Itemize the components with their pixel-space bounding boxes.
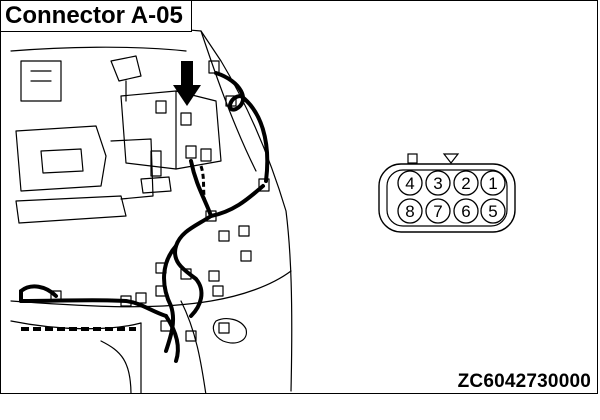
pin-number: 3 <box>433 174 442 193</box>
pin-number: 1 <box>488 174 497 193</box>
pin-cavity <box>453 170 479 196</box>
pin-cavity <box>480 170 506 196</box>
pin-cavity <box>425 170 451 196</box>
connector-face-diagram: 4 3 2 1 8 7 6 5 <box>378 153 516 233</box>
pin-cavity <box>397 170 423 196</box>
figure-code: ZC6042730000 <box>457 371 591 392</box>
pin-number: 4 <box>405 174 414 193</box>
pin-number: 7 <box>433 202 442 221</box>
pin-cavity <box>397 198 423 224</box>
pin-cavity <box>453 198 479 224</box>
pin-number: 2 <box>461 174 470 193</box>
pin-number: 6 <box>461 202 470 221</box>
pin-number: 5 <box>488 202 497 221</box>
lock-tab-icon <box>407 153 418 164</box>
pin-cavity <box>480 198 506 224</box>
guide-triangle-icon <box>442 153 460 164</box>
pin-number: 8 <box>405 202 414 221</box>
diagram-title: Connector A-05 <box>1 1 192 32</box>
diagram-frame: 4 3 2 1 8 7 6 5 Connector A-05 ZC6042730… <box>0 0 598 394</box>
engine-bay-illustration: 4 3 2 1 8 7 6 5 <box>10 26 516 393</box>
pin-cavity <box>425 198 451 224</box>
location-arrow-icon <box>173 61 201 106</box>
